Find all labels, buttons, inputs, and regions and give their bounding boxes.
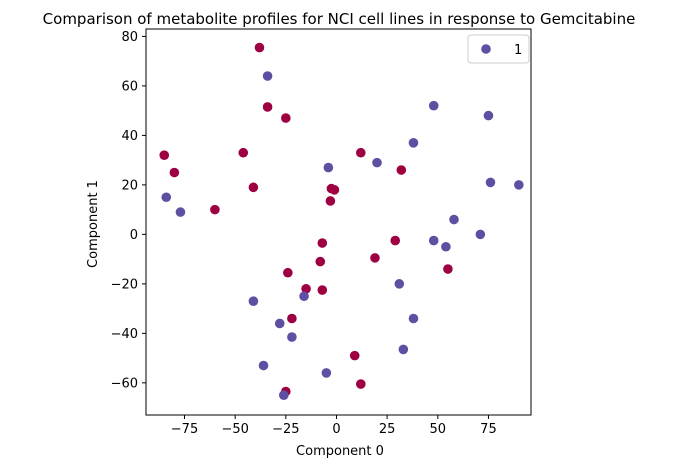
data-point xyxy=(287,313,297,324)
y-axis-label: Component 1 xyxy=(86,180,101,268)
data-point xyxy=(428,100,439,111)
data-point xyxy=(396,165,407,175)
data-point xyxy=(408,313,419,324)
data-point xyxy=(299,291,309,302)
legend: 1 xyxy=(467,34,530,64)
x-tick-label: 75 xyxy=(480,422,497,437)
y-tick-label: −60 xyxy=(111,376,138,391)
data-point xyxy=(262,102,273,112)
data-point xyxy=(281,113,291,123)
data-point xyxy=(238,147,249,158)
data-point xyxy=(485,177,496,188)
chart-title: Comparison of metabolite profiles for NC… xyxy=(43,10,636,28)
x-tick-label: −25 xyxy=(272,422,299,437)
data-point xyxy=(254,42,265,53)
data-point xyxy=(441,241,451,252)
data-point xyxy=(329,185,340,195)
x-tick-label: 0 xyxy=(332,422,340,437)
y-tick-label: 20 xyxy=(121,178,138,193)
legend-box xyxy=(467,34,530,64)
data-point xyxy=(287,332,297,342)
data-point xyxy=(301,284,311,294)
y-tick-label: −20 xyxy=(111,277,138,292)
data-point xyxy=(278,390,289,401)
y-tick-label: −40 xyxy=(111,327,138,342)
data-points xyxy=(159,42,524,401)
data-point xyxy=(428,235,439,246)
data-point xyxy=(321,368,332,378)
data-point xyxy=(372,157,382,168)
data-point xyxy=(248,182,259,193)
data-point xyxy=(408,138,419,148)
data-point xyxy=(514,180,524,190)
data-point xyxy=(355,379,366,389)
data-point xyxy=(323,162,334,173)
data-point xyxy=(283,267,293,278)
y-tick-label: 0 xyxy=(130,228,138,243)
data-point xyxy=(315,256,326,267)
data-point xyxy=(390,235,401,246)
data-point xyxy=(210,204,220,215)
data-point xyxy=(443,264,453,274)
data-point xyxy=(169,167,180,178)
y-tick-label: 80 xyxy=(121,30,138,45)
data-point xyxy=(317,285,328,295)
data-point xyxy=(325,196,336,206)
plot-frame xyxy=(145,28,532,416)
data-point xyxy=(258,360,269,371)
legend-marker xyxy=(481,44,491,54)
data-point xyxy=(248,296,259,306)
data-point xyxy=(161,192,172,203)
data-point xyxy=(274,318,285,329)
legend-label: 1 xyxy=(514,43,522,58)
data-point xyxy=(262,71,273,81)
data-point xyxy=(317,238,328,248)
y-tick-label: 60 xyxy=(121,79,138,94)
data-point xyxy=(483,110,494,121)
x-tick-label: −75 xyxy=(171,422,198,437)
data-point xyxy=(175,207,186,217)
x-axis-label: Component 0 xyxy=(296,444,384,459)
data-point xyxy=(475,229,486,240)
data-point xyxy=(349,350,360,361)
data-point xyxy=(370,253,380,263)
data-point xyxy=(394,279,405,289)
data-point xyxy=(159,150,170,160)
axes: −75 −50 −25 0 25 50 75 −60 −40 −20 0 20 40 60 80 xyxy=(111,28,532,437)
data-point xyxy=(355,147,366,158)
x-tick-label: 50 xyxy=(430,422,447,437)
x-tick-label: −50 xyxy=(221,422,248,437)
x-tick-label: 25 xyxy=(379,422,396,437)
data-point xyxy=(449,214,459,225)
data-point xyxy=(398,344,409,355)
y-tick-label: 40 xyxy=(121,129,138,144)
